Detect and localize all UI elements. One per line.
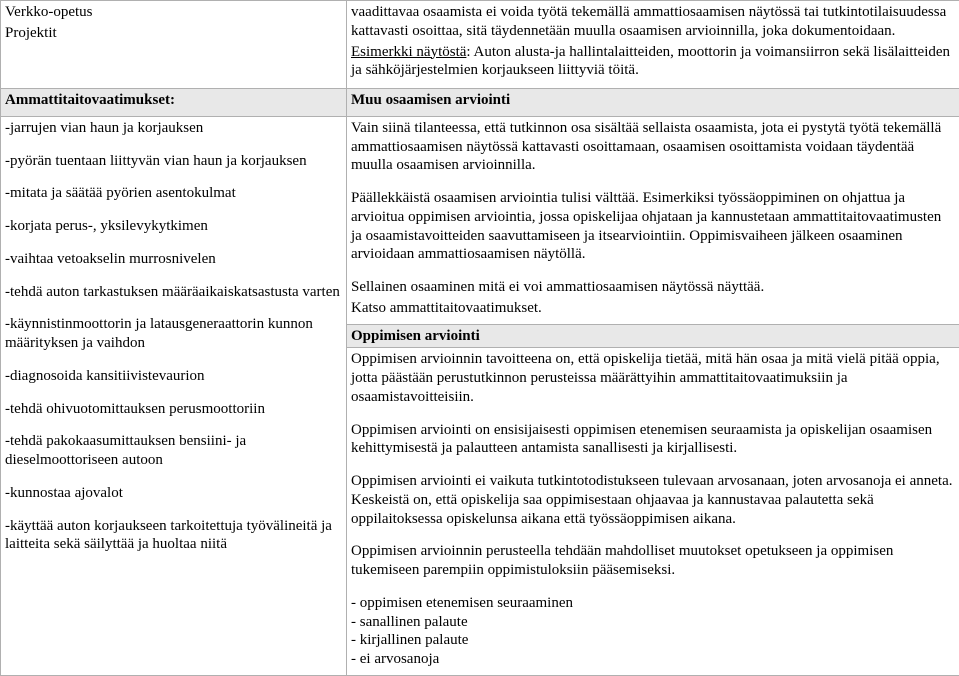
document-table: Verkko-opetus Projektit vaadittavaa osaa…: [0, 0, 959, 676]
requirement-item: -tehdä auton tarkastuksen määräaikaiskat…: [5, 283, 342, 302]
paragraph: vaadittavaa osaamista ei voida työtä tek…: [351, 3, 955, 41]
bullet-item: - oppimisen etenemisen seuraaminen: [351, 594, 955, 613]
requirement-item: -jarrujen vian haun ja korjauksen: [5, 119, 342, 138]
paragraph: Vain siinä tilanteessa, että tutkinnon o…: [351, 119, 955, 175]
header-right: Muu osaamisen arviointi: [347, 89, 959, 117]
bullet-item: - sanallinen palaute: [351, 613, 955, 632]
paragraph: Päällekkäistä osaamisen arviointia tulis…: [351, 189, 955, 264]
header-left: Ammattitaitovaatimukset:: [1, 89, 347, 117]
requirement-item: -diagnosoida kansitiivistevaurion: [5, 367, 342, 386]
paragraph: Oppimisen arvioinnin tavoitteena on, ett…: [351, 350, 955, 406]
example-lead: Esimerkki näytöstä: [351, 44, 466, 60]
requirement-item: -kunnostaa ajovalot: [5, 484, 342, 503]
requirement-item: -vaihtaa vetoakselin murrosnivelen: [5, 250, 342, 269]
paragraph: Oppimisen arviointi on ensisijaisesti op…: [351, 421, 955, 459]
requirement-item: -pyörän tuentaan liittyvän vian haun ja …: [5, 152, 342, 171]
requirement-item: -käyttää auton korjaukseen tarkoitettuja…: [5, 517, 342, 555]
right-inner-table: Vain siinä tilanteessa, että tutkinnon o…: [347, 117, 959, 675]
paragraph: Katso ammattitaitovaatimukset.: [351, 299, 955, 318]
cell-right-body: Vain siinä tilanteessa, että tutkinnon o…: [347, 116, 959, 675]
row-headers: Ammattitaitovaatimukset: Muu osaamisen a…: [1, 89, 959, 117]
bullet-item: - ei arvosanoja: [351, 650, 955, 669]
requirement-item: -tehdä ohivuotomittauksen perusmoottorii…: [5, 400, 342, 419]
cell-requirements: -jarrujen vian haun ja korjauksen -pyörä…: [1, 116, 347, 675]
paragraph: Oppimisen arviointi ei vaikuta tutkintot…: [351, 472, 955, 528]
bullet-item: - kirjallinen palaute: [351, 631, 955, 650]
cell-top-right: vaadittavaa osaamista ei voida työtä tek…: [347, 1, 959, 89]
text-line: Verkko-opetus: [5, 3, 342, 22]
oppimisen-body: Oppimisen arvioinnin tavoitteena on, ett…: [347, 348, 959, 675]
header-oppimisen: Oppimisen arviointi: [347, 324, 959, 348]
requirement-item: -käynnistinmoottorin ja latausgeneraatto…: [5, 315, 342, 353]
requirement-item: -korjata perus-, yksilevykytkimen: [5, 217, 342, 236]
requirement-item: -tehdä pakokaasumittauksen bensiini- ja …: [5, 432, 342, 470]
row-top: Verkko-opetus Projektit vaadittavaa osaa…: [1, 1, 959, 89]
cell-top-left: Verkko-opetus Projektit: [1, 1, 347, 89]
requirement-item: -mitata ja säätää pyörien asentokulmat: [5, 184, 342, 203]
text-line: Projektit: [5, 24, 342, 43]
row-body: -jarrujen vian haun ja korjauksen -pyörä…: [1, 116, 959, 675]
paragraph: Esimerkki näytöstä: Auton alusta-ja hall…: [351, 43, 955, 81]
paragraph: Sellainen osaaminen mitä ei voi ammattio…: [351, 278, 955, 297]
paragraph: Oppimisen arvioinnin perusteella tehdään…: [351, 542, 955, 580]
muu-body: Vain siinä tilanteessa, että tutkinnon o…: [347, 117, 959, 324]
